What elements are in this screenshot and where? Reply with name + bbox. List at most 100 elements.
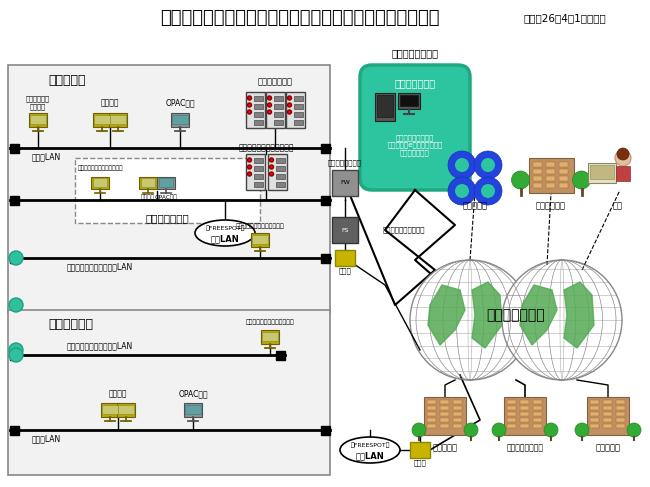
FancyBboxPatch shape <box>588 163 616 183</box>
FancyBboxPatch shape <box>93 178 107 187</box>
FancyBboxPatch shape <box>507 406 516 410</box>
Ellipse shape <box>340 437 400 463</box>
FancyBboxPatch shape <box>321 254 330 263</box>
FancyBboxPatch shape <box>616 406 625 410</box>
FancyBboxPatch shape <box>532 183 541 187</box>
Circle shape <box>248 165 252 169</box>
Text: 市町村図書館: 市町村図書館 <box>536 202 566 210</box>
Text: ルータ: ルータ <box>339 268 352 274</box>
Text: FW: FW <box>340 181 350 186</box>
FancyBboxPatch shape <box>254 112 263 117</box>
FancyBboxPatch shape <box>427 424 436 428</box>
Circle shape <box>615 150 631 166</box>
FancyBboxPatch shape <box>246 92 265 128</box>
FancyBboxPatch shape <box>375 93 395 121</box>
Text: 府民: 府民 <box>613 202 623 210</box>
Text: 書架出納室内
案内端末: 書架出納室内 案内端末 <box>26 96 50 110</box>
FancyBboxPatch shape <box>101 403 120 417</box>
FancyBboxPatch shape <box>520 412 529 416</box>
FancyBboxPatch shape <box>590 418 599 422</box>
FancyBboxPatch shape <box>274 120 283 125</box>
Circle shape <box>617 148 629 160</box>
FancyBboxPatch shape <box>294 120 302 125</box>
FancyBboxPatch shape <box>157 177 175 189</box>
Text: 中央図書館: 中央図書館 <box>48 74 86 87</box>
Text: 利用者用インタ－ネット端末: 利用者用インタ－ネット端末 <box>235 223 285 229</box>
FancyBboxPatch shape <box>528 157 573 192</box>
Text: フィルタリングサーバ: フィルタリングサーバ <box>383 226 426 233</box>
FancyBboxPatch shape <box>294 96 302 101</box>
FancyBboxPatch shape <box>533 424 542 428</box>
FancyBboxPatch shape <box>532 162 541 167</box>
Circle shape <box>474 177 502 205</box>
Circle shape <box>270 165 274 169</box>
FancyBboxPatch shape <box>185 405 201 414</box>
Circle shape <box>9 251 23 265</box>
Text: クラウドシステム: クラウドシステム <box>391 48 439 58</box>
FancyBboxPatch shape <box>321 196 330 205</box>
FancyBboxPatch shape <box>398 93 420 109</box>
FancyBboxPatch shape <box>545 175 554 181</box>
FancyBboxPatch shape <box>254 158 263 163</box>
Text: （FREESPOT）: （FREESPOT） <box>350 442 390 448</box>
FancyBboxPatch shape <box>520 424 529 428</box>
FancyBboxPatch shape <box>10 196 19 205</box>
FancyBboxPatch shape <box>10 426 19 435</box>
FancyBboxPatch shape <box>440 406 449 410</box>
FancyBboxPatch shape <box>410 442 430 458</box>
Text: OPAC端末: OPAC端末 <box>165 98 195 108</box>
FancyBboxPatch shape <box>29 113 47 127</box>
Circle shape <box>9 343 23 357</box>
FancyBboxPatch shape <box>532 169 541 173</box>
FancyBboxPatch shape <box>440 418 449 422</box>
FancyBboxPatch shape <box>504 397 546 435</box>
Circle shape <box>287 110 291 114</box>
Text: 大阪府立図書館コンピュータシステムハードウェア構成図: 大阪府立図書館コンピュータシステムハードウェア構成図 <box>161 9 440 27</box>
Text: インターネット: インターネット <box>487 308 545 322</box>
Text: 大学図書館: 大学図書館 <box>595 444 621 452</box>
Text: 利用者用インタ－ネット端末: 利用者用インタ－ネット端末 <box>77 165 123 171</box>
FancyBboxPatch shape <box>590 165 614 179</box>
FancyBboxPatch shape <box>116 403 135 417</box>
FancyBboxPatch shape <box>427 418 436 422</box>
FancyBboxPatch shape <box>109 113 127 127</box>
FancyBboxPatch shape <box>254 120 263 125</box>
FancyBboxPatch shape <box>276 182 285 187</box>
FancyBboxPatch shape <box>261 330 280 344</box>
FancyBboxPatch shape <box>254 182 263 187</box>
FancyBboxPatch shape <box>31 115 46 124</box>
FancyBboxPatch shape <box>8 65 330 313</box>
FancyBboxPatch shape <box>520 406 529 410</box>
Ellipse shape <box>195 220 255 246</box>
FancyBboxPatch shape <box>252 235 268 244</box>
FancyBboxPatch shape <box>453 412 462 416</box>
Circle shape <box>575 423 589 437</box>
FancyBboxPatch shape <box>558 183 567 187</box>
FancyBboxPatch shape <box>616 424 625 428</box>
Circle shape <box>9 298 23 312</box>
FancyBboxPatch shape <box>507 424 516 428</box>
Text: インターネット系サーバー: インターネット系サーバー <box>239 144 294 152</box>
Text: （平成26年4月1日現在）: （平成26年4月1日現在） <box>524 13 606 23</box>
Text: OPAC端末: OPAC端末 <box>155 194 177 200</box>
Text: 業務端末: 業務端末 <box>101 98 119 108</box>
FancyBboxPatch shape <box>545 162 554 167</box>
FancyBboxPatch shape <box>533 400 542 404</box>
Circle shape <box>268 103 272 107</box>
Text: 業務系LAN: 業務系LAN <box>32 434 61 444</box>
FancyBboxPatch shape <box>616 418 625 422</box>
Polygon shape <box>428 285 465 345</box>
FancyBboxPatch shape <box>453 424 462 428</box>
FancyBboxPatch shape <box>507 412 516 416</box>
FancyBboxPatch shape <box>93 113 111 127</box>
Text: （FREESPOT）: （FREESPOT） <box>205 225 245 231</box>
FancyBboxPatch shape <box>545 183 554 187</box>
FancyBboxPatch shape <box>254 96 263 101</box>
FancyBboxPatch shape <box>590 412 599 416</box>
FancyBboxPatch shape <box>75 158 260 223</box>
FancyBboxPatch shape <box>590 424 599 428</box>
Text: 業務端末: 業務端末 <box>141 194 155 200</box>
FancyBboxPatch shape <box>8 310 330 475</box>
FancyBboxPatch shape <box>558 169 567 173</box>
Circle shape <box>512 171 530 189</box>
